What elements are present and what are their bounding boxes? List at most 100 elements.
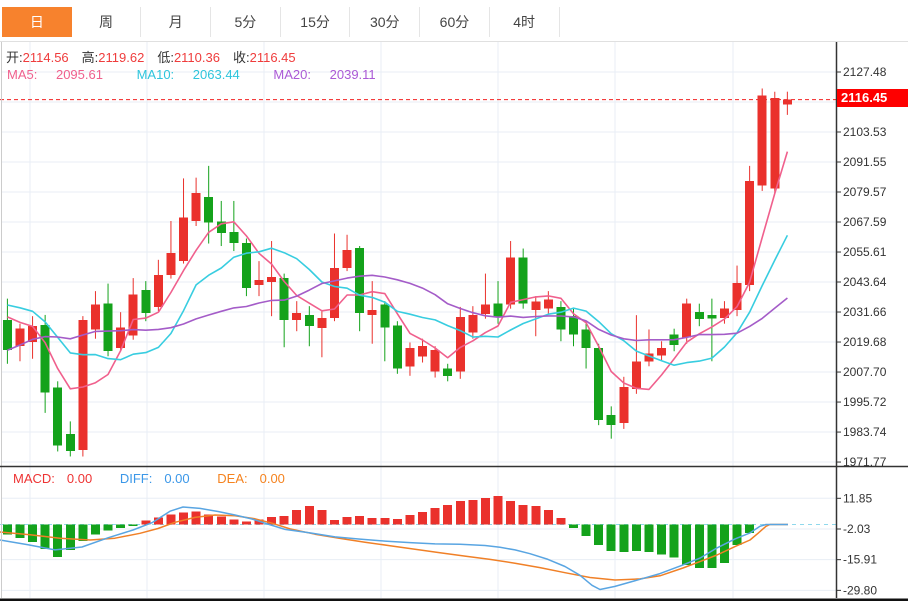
- axis-tick-label: 1971.77: [843, 455, 887, 469]
- last-price-tag: 2116.45: [837, 89, 908, 107]
- open-label: 开:: [6, 50, 23, 65]
- macd-histogram-bar: [543, 509, 553, 525]
- tab-15min[interactable]: 15分: [280, 7, 351, 37]
- candle-body-down: [103, 303, 113, 352]
- candle-body-up: [267, 276, 277, 282]
- macd-histogram-bar: [28, 524, 38, 543]
- ma10-readout: MA10: 2063.44: [136, 67, 240, 82]
- candle-body-up: [782, 99, 792, 105]
- macd-histogram-bar: [329, 520, 339, 525]
- close-value: 2116.45: [249, 50, 296, 65]
- ma5-readout: MA5: 2095.61: [7, 67, 103, 82]
- tab-30min[interactable]: 30分: [350, 7, 421, 37]
- close-label: 收:: [232, 50, 250, 65]
- candle-body-down: [204, 196, 214, 223]
- macd-histogram-bar: [392, 518, 402, 525]
- candle-body-down: [569, 316, 578, 335]
- bottom-border: [0, 598, 908, 601]
- candle-body-down: [279, 277, 289, 320]
- candle-body-down: [380, 304, 390, 328]
- candle-body-up: [745, 181, 755, 286]
- candle-body-up: [531, 301, 541, 310]
- tab-month[interactable]: 月: [141, 7, 212, 37]
- candle-body-up: [367, 309, 377, 315]
- tab-day[interactable]: 日: [2, 7, 72, 37]
- candle-body-down: [694, 312, 704, 320]
- macd-histogram-bar: [644, 524, 654, 552]
- macd-histogram-bar: [141, 520, 151, 525]
- tab-week[interactable]: 周: [71, 7, 142, 37]
- candle-body-up: [28, 326, 38, 342]
- candle-body-up: [631, 361, 641, 390]
- macd-readout: MACD: 0.00 DIFF: 0.00 DEA: 0.00: [13, 471, 309, 486]
- ma20-readout: MA20: 2039.11: [273, 67, 376, 82]
- axis-tick-label: 2103.53: [843, 125, 887, 139]
- macd-histogram-bar: [153, 517, 163, 525]
- candle-body-up: [619, 387, 629, 424]
- candle-body-up: [732, 283, 742, 310]
- macd-histogram-bar: [594, 524, 604, 546]
- candle-body-down: [443, 368, 453, 376]
- candle-body-up: [329, 267, 339, 318]
- candle-body-down: [594, 347, 604, 421]
- tab-5min[interactable]: 5分: [211, 7, 281, 37]
- candle-body-down: [241, 243, 251, 288]
- candle-body-up: [682, 303, 692, 338]
- macd-histogram-bar: [116, 524, 126, 529]
- macd-histogram-bar: [90, 524, 100, 535]
- macd-histogram-bar: [128, 524, 138, 527]
- tab-60min[interactable]: 60分: [420, 7, 490, 37]
- candle-body-down: [581, 329, 591, 348]
- macd-histogram-bar: [619, 524, 629, 552]
- candle-body-up: [657, 347, 667, 356]
- diff-line: [0, 506, 788, 591]
- tabbar-divider: [0, 41, 908, 42]
- macd-histogram-bar: [669, 524, 679, 558]
- axis-tick-label: 1995.72: [843, 395, 887, 409]
- ohlc-readout: 开:2114.56 高:2119.62 低:2110.36 收:2116.45: [6, 47, 309, 66]
- candle-body-down: [392, 325, 402, 369]
- dea-value: DEA: 0.00: [217, 471, 285, 486]
- macd-histogram-bar: [204, 514, 214, 525]
- macd-histogram-bar: [216, 516, 226, 525]
- diff-value: DIFF: 0.00: [119, 471, 190, 486]
- macd-histogram-bar: [418, 511, 428, 525]
- axis-tick-label: 2079.57: [843, 185, 887, 199]
- candle-body-up: [480, 304, 490, 315]
- macd-histogram-bar: [531, 505, 541, 525]
- candle-body-down: [355, 248, 365, 313]
- axis-tick-label: 2031.66: [843, 305, 887, 319]
- axis-tick-label: 11.85: [843, 491, 872, 505]
- candle-body-down: [707, 315, 717, 319]
- macd-histogram-bar: [430, 507, 440, 525]
- macd-histogram-bar: [229, 519, 239, 525]
- candle-body-up: [128, 294, 138, 336]
- axis-tick-label: 2127.48: [843, 65, 887, 79]
- axis-tick-label: 1983.74: [843, 425, 887, 439]
- axis-tick-label: 2019.68: [843, 335, 887, 349]
- candle-body-up: [15, 328, 25, 347]
- ma20-line: [7, 274, 788, 351]
- axis-tick-label: 2067.59: [843, 215, 887, 229]
- candle-body-up: [90, 304, 100, 330]
- candle-body-up: [468, 315, 478, 333]
- macd-histogram-bar: [707, 524, 717, 569]
- macd-histogram-bar: [581, 524, 591, 536]
- high-value: 2119.62: [98, 50, 145, 65]
- timeframe-tabbar: 日 周 月 5分 15分 30分 60分 4时: [2, 7, 560, 37]
- macd-histogram-bar: [694, 524, 704, 569]
- macd-histogram-bar: [53, 524, 63, 557]
- macd-histogram-bar: [342, 516, 352, 525]
- candle-body-up: [543, 299, 553, 309]
- candle-body-down: [493, 303, 503, 318]
- tab-4hour[interactable]: 4时: [489, 7, 560, 37]
- candle-body-down: [518, 257, 528, 304]
- candle-body-up: [719, 308, 729, 319]
- macd-histogram-bar: [443, 505, 453, 525]
- candle-body-down: [304, 314, 314, 327]
- macd-histogram-bar: [65, 524, 75, 550]
- axis-tick-label: 2007.70: [843, 365, 887, 379]
- macd-histogram-bar: [166, 514, 176, 525]
- candle-body-down: [40, 325, 50, 393]
